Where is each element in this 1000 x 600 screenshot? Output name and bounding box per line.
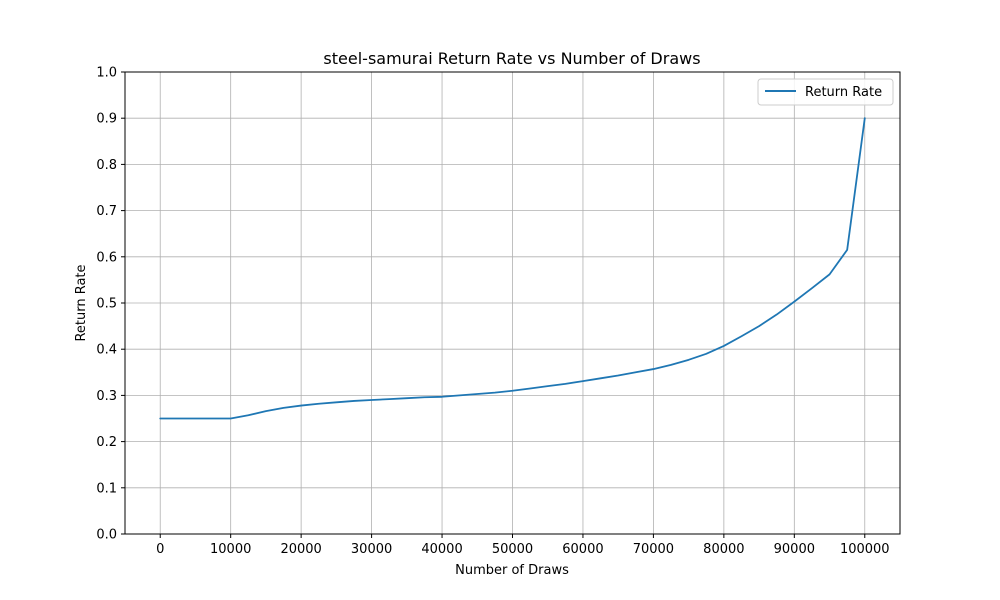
y-tick-label: 0.4	[96, 343, 117, 358]
y-tick-label: 1.0	[96, 66, 117, 81]
x-tick-label: 40000	[421, 542, 462, 557]
legend-label-return-rate: Return Rate	[805, 85, 882, 100]
x-tick-label: 100000	[840, 542, 890, 557]
plot-area	[159, 117, 866, 420]
y-tick-label: 0.6	[96, 250, 117, 265]
y-axis: 0.0 0.1 0.2 0.3 0.4 0.5 0.6 0.7 0.8 0.9 1.0	[96, 66, 125, 543]
x-tick-label: 60000	[562, 542, 603, 557]
x-tick-label: 20000	[280, 542, 321, 557]
y-tick-label: 0.3	[96, 389, 117, 404]
x-tick-label: 80000	[703, 542, 744, 557]
y-tick-label: 0.8	[96, 158, 117, 173]
x-axis-label: Number of Draws	[455, 563, 569, 578]
y-tick-label: 0.1	[96, 481, 117, 496]
grid	[125, 71, 900, 535]
x-tick-label: 0	[156, 542, 164, 557]
y-tick-label: 0.9	[96, 112, 117, 127]
legend-box	[757, 78, 894, 106]
chart-title: steel-samurai Return Rate vs Number of D…	[323, 49, 700, 68]
x-tick-label: 10000	[210, 542, 251, 557]
x-axis: 0 10000 20000 30000 40000 50000 60000 70000 8000…	[156, 534, 890, 557]
series-line-return-rate	[159, 117, 866, 420]
x-tick-label: 70000	[633, 542, 674, 557]
y-tick-label: 0.7	[96, 204, 117, 219]
x-tick-label: 30000	[351, 542, 392, 557]
y-tick-label: 0.2	[96, 435, 117, 450]
y-tick-label: 0.5	[96, 297, 117, 312]
y-axis-label: Return Rate	[74, 264, 89, 341]
x-tick-label: 90000	[774, 542, 815, 557]
legend: Return Rate	[757, 78, 894, 106]
y-tick-label: 0.0	[96, 528, 117, 543]
x-tick-label: 50000	[492, 542, 533, 557]
